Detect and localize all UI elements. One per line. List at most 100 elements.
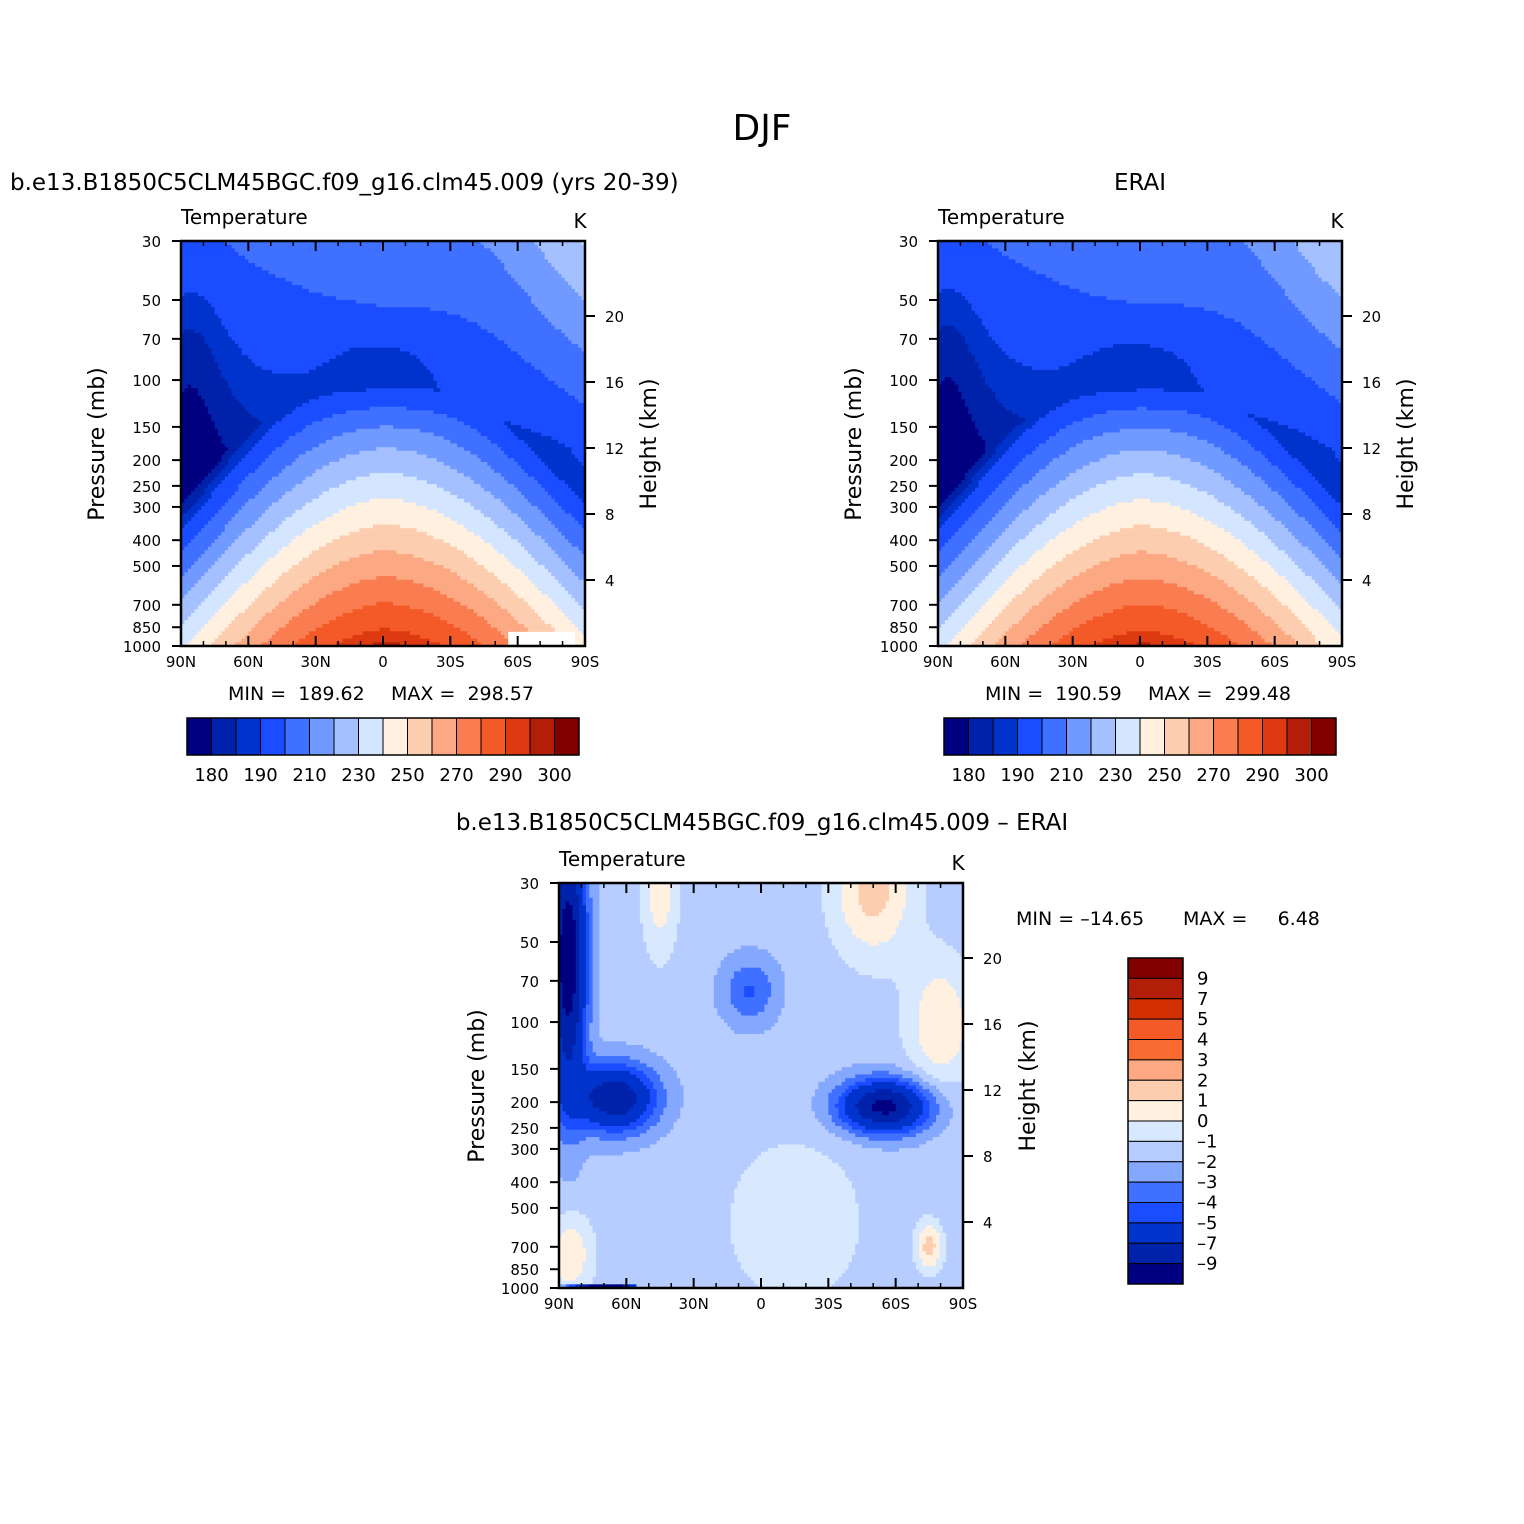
contour-cell bbox=[1254, 414, 1342, 419]
contour-cell bbox=[517, 513, 546, 518]
contour-cell bbox=[332, 436, 445, 441]
contour-cell bbox=[938, 296, 966, 301]
contour-cell bbox=[961, 391, 996, 397]
contour-cell bbox=[855, 1074, 903, 1079]
contour-cell bbox=[589, 978, 594, 984]
colorbar-box bbox=[529, 717, 555, 756]
contour-cell bbox=[579, 952, 587, 958]
contour-cell bbox=[559, 1063, 587, 1068]
contour-cell bbox=[218, 634, 246, 640]
contour-cell bbox=[559, 1070, 631, 1076]
contour-cell bbox=[218, 461, 229, 467]
contour-cell bbox=[184, 329, 196, 334]
contour-cell bbox=[480, 484, 515, 489]
contour-cell bbox=[938, 399, 966, 404]
y-tick-label: 300 bbox=[510, 1141, 539, 1159]
contour-cell bbox=[1177, 609, 1229, 614]
contour-cell bbox=[585, 916, 590, 921]
contour-cell bbox=[275, 631, 310, 636]
contour-cell bbox=[231, 336, 499, 342]
contour-cell bbox=[572, 1048, 584, 1053]
contour-cell bbox=[1315, 266, 1342, 272]
contour-cell bbox=[559, 1022, 577, 1028]
contour-cell bbox=[649, 1100, 658, 1105]
contour-cell bbox=[828, 927, 853, 932]
contour-cell bbox=[784, 975, 873, 980]
contour-cell bbox=[941, 572, 966, 577]
contour-cell bbox=[872, 1118, 900, 1123]
contour-cell bbox=[948, 539, 973, 544]
contour-cell bbox=[585, 1137, 600, 1142]
contour-cell bbox=[666, 912, 681, 917]
contour-cell bbox=[559, 1236, 584, 1241]
contour-cell bbox=[828, 1129, 850, 1134]
contour-cell bbox=[1264, 340, 1333, 345]
contour-cell bbox=[814, 1111, 829, 1116]
contour-cell bbox=[261, 421, 276, 426]
contour-cell bbox=[1257, 255, 1306, 261]
contour-cell bbox=[575, 960, 580, 965]
x-tick-label: 90S bbox=[949, 1295, 978, 1313]
contour-cell bbox=[1304, 598, 1333, 603]
contour-cell bbox=[295, 484, 340, 489]
contour-cell bbox=[1119, 450, 1168, 456]
contour-cell bbox=[1254, 333, 1326, 338]
contour-cell bbox=[487, 594, 519, 599]
contour-cell bbox=[1005, 502, 1033, 507]
colorbar-label: 270 bbox=[1196, 765, 1230, 786]
contour-cell bbox=[497, 576, 529, 581]
contour-cell bbox=[1311, 498, 1336, 504]
contour-cell bbox=[527, 498, 556, 504]
contour-cell bbox=[841, 908, 863, 914]
contour-cell bbox=[1187, 612, 1235, 618]
contour-cell bbox=[777, 1015, 900, 1020]
contour-cell bbox=[851, 1126, 866, 1131]
contour-cell bbox=[988, 241, 1245, 246]
contour-cell bbox=[828, 1096, 840, 1101]
contour-cell bbox=[433, 535, 482, 540]
colorbar-box bbox=[382, 717, 408, 756]
contour-cell bbox=[835, 1122, 850, 1127]
contour-cell bbox=[559, 1210, 567, 1215]
contour-cell bbox=[754, 993, 772, 998]
contour-cell bbox=[559, 919, 563, 925]
colorbar-box bbox=[1127, 1140, 1184, 1163]
contour-cell bbox=[312, 576, 377, 581]
contour-cell bbox=[238, 509, 266, 515]
contour-cell bbox=[559, 997, 563, 1002]
contour-cell bbox=[1187, 362, 1293, 367]
contour-cell bbox=[978, 583, 1003, 588]
contour-cell bbox=[527, 627, 556, 632]
contour-cell bbox=[1227, 609, 1262, 614]
contour-cell bbox=[1220, 631, 1259, 636]
contour-cell bbox=[362, 605, 411, 610]
contour-cell bbox=[562, 997, 574, 1002]
contour-cell bbox=[929, 1103, 941, 1109]
contour-cell bbox=[1109, 557, 1178, 562]
contour-cell bbox=[534, 303, 585, 308]
contour-cell bbox=[1328, 568, 1342, 573]
contour-cell bbox=[534, 366, 585, 371]
contour-cell bbox=[851, 1254, 914, 1260]
contour-cell bbox=[988, 520, 1013, 526]
contour-cell bbox=[949, 1059, 963, 1065]
contour-cell bbox=[922, 1229, 937, 1234]
contour-cell bbox=[181, 561, 196, 566]
contour-cell bbox=[589, 952, 594, 958]
contour-cell bbox=[335, 616, 441, 621]
contour-cell bbox=[484, 616, 515, 621]
contour-cell bbox=[214, 638, 243, 643]
contour-cell bbox=[480, 509, 512, 515]
contour-cell bbox=[1304, 432, 1342, 437]
contour-cell bbox=[443, 461, 488, 467]
contour-cell bbox=[964, 623, 990, 629]
contour-cell bbox=[895, 927, 930, 932]
contour-cell bbox=[1022, 432, 1057, 437]
contour-cell bbox=[234, 248, 492, 253]
contour-cell bbox=[922, 1103, 930, 1109]
contour-cell bbox=[325, 517, 451, 522]
contour-cell bbox=[194, 487, 206, 492]
contour-cell bbox=[241, 351, 344, 356]
contour-cell bbox=[902, 1137, 934, 1142]
contour-cell bbox=[978, 634, 1003, 640]
